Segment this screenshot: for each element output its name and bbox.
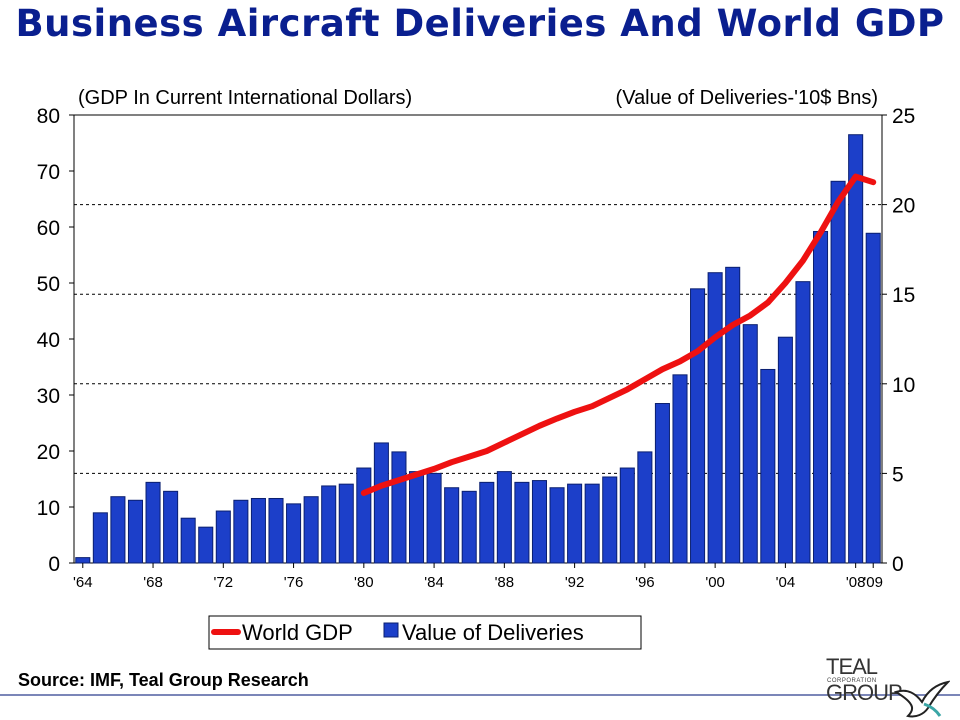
x-axis-tick-label: '84	[424, 574, 444, 591]
bar-value-of-deliveries	[321, 485, 337, 564]
seagull-icon	[894, 680, 950, 718]
bar-value-of-deliveries	[619, 467, 635, 564]
bar-value-of-deliveries	[110, 496, 126, 564]
bar-value-of-deliveries	[795, 281, 811, 564]
bar-value-of-deliveries	[250, 497, 266, 564]
bar-value-of-deliveries	[760, 368, 776, 564]
bar-value-of-deliveries	[233, 499, 249, 564]
x-axis-tick-label: '68	[143, 574, 163, 591]
x-axis-tick-label: '96	[635, 574, 655, 591]
x-axis-tick-label: '92	[565, 574, 585, 591]
bar-value-of-deliveries	[373, 442, 389, 564]
bar-value-of-deliveries	[725, 266, 741, 564]
left-axis-tick-label: 50	[37, 273, 60, 296]
legend-label-world-gdp: World GDP	[242, 620, 353, 645]
bar-value-of-deliveries	[742, 324, 758, 564]
bar-value-of-deliveries	[444, 487, 460, 564]
bar-value-of-deliveries	[549, 487, 565, 564]
bar-value-of-deliveries	[145, 481, 161, 564]
right-axis-tick-label: 25	[892, 105, 915, 128]
bar-value-of-deliveries	[496, 471, 512, 564]
logo-text: TEAL GROUP	[826, 654, 903, 705]
bar-value-of-deliveries	[567, 483, 583, 564]
bar-value-of-deliveries	[286, 503, 302, 564]
bar-value-of-deliveries	[584, 483, 600, 564]
x-axis-tick-label: '88	[495, 574, 515, 591]
bar-value-of-deliveries	[672, 374, 688, 564]
bar-value-of-deliveries	[531, 480, 548, 564]
footer-divider	[0, 694, 960, 696]
x-axis-tick-label: '00	[705, 574, 725, 591]
left-axis-tick-label: 20	[37, 441, 60, 464]
bar-value-of-deliveries	[848, 134, 864, 564]
bar-value-of-deliveries	[479, 481, 495, 564]
left-axis-tick-label: 80	[37, 105, 60, 128]
bar-value-of-deliveries	[654, 403, 670, 564]
bar-value-of-deliveries	[268, 497, 284, 564]
bar-value-of-deliveries	[602, 476, 618, 564]
bar-value-of-deliveries	[690, 288, 706, 564]
legend-bar-swatch	[383, 622, 399, 638]
bar-value-of-deliveries	[215, 510, 231, 564]
bar-value-of-deliveries	[830, 180, 846, 564]
bar-value-of-deliveries	[865, 232, 881, 564]
x-axis-tick-label: '08	[846, 574, 866, 591]
bar-value-of-deliveries	[163, 490, 179, 564]
left-axis-tick-label: 30	[37, 385, 60, 408]
legend-label-value-of-deliveries: Value of Deliveries	[402, 620, 584, 645]
bar-value-of-deliveries	[338, 483, 354, 564]
legend	[208, 615, 642, 650]
source-note: Source: IMF, Teal Group Research	[18, 670, 309, 690]
left-axis-tick-label: 10	[37, 497, 60, 520]
left-axis-label: (GDP In Current International Dollars)	[78, 87, 412, 109]
left-axis-tick-label: 60	[37, 217, 60, 240]
right-axis-tick-label: 20	[892, 195, 915, 218]
right-axis-tick-label: 0	[892, 553, 904, 576]
right-axis-tick-label: 5	[892, 463, 904, 486]
bar-value-of-deliveries	[812, 230, 829, 564]
right-axis-tick-label: 15	[892, 284, 915, 307]
bar-value-of-deliveries	[92, 512, 108, 564]
right-axis-label: (Value of Deliveries-'10$ Bns)	[616, 87, 878, 109]
bar-value-of-deliveries	[637, 451, 653, 564]
left-axis-tick-label: 40	[37, 329, 60, 352]
bar-value-of-deliveries	[461, 490, 477, 564]
x-axis-tick-label: '09	[863, 574, 883, 591]
teal-group-logo: TEAL GROUP CORPORATION	[826, 654, 956, 720]
bar-value-of-deliveries	[303, 496, 319, 564]
bar-value-of-deliveries	[356, 467, 372, 564]
bar-value-of-deliveries	[777, 336, 793, 564]
logo-subtext: CORPORATION	[827, 678, 877, 684]
x-axis-tick-label: '04	[776, 574, 796, 591]
bar-value-of-deliveries	[426, 472, 442, 564]
x-axis-tick-label: '80	[354, 574, 374, 591]
chart: 0 10 20 30 40 50 60 70 80 0 5 10 15 20 25 (GDP In Curre…	[37, 87, 915, 650]
x-axis-tick-label: '76	[284, 574, 304, 591]
bar-value-of-deliveries	[127, 499, 144, 564]
x-axis-tick-label: '72	[214, 574, 234, 591]
bar-value-of-deliveries	[391, 451, 407, 564]
right-axis-tick-label: 10	[892, 374, 915, 397]
x-axis-tick-label: '64	[73, 574, 93, 591]
left-axis-tick-label: 70	[37, 161, 60, 184]
left-axis-tick-label: 0	[48, 553, 60, 576]
bar-value-of-deliveries	[707, 272, 723, 564]
bar-value-of-deliveries	[408, 471, 425, 564]
page-title: Business Aircraft Deliveries And World G…	[15, 2, 945, 45]
bar-value-of-deliveries	[198, 526, 214, 564]
bar-value-of-deliveries	[75, 557, 91, 564]
bar-value-of-deliveries	[180, 517, 196, 564]
bar-value-of-deliveries	[514, 481, 530, 564]
line-world-gdp	[360, 173, 877, 496]
